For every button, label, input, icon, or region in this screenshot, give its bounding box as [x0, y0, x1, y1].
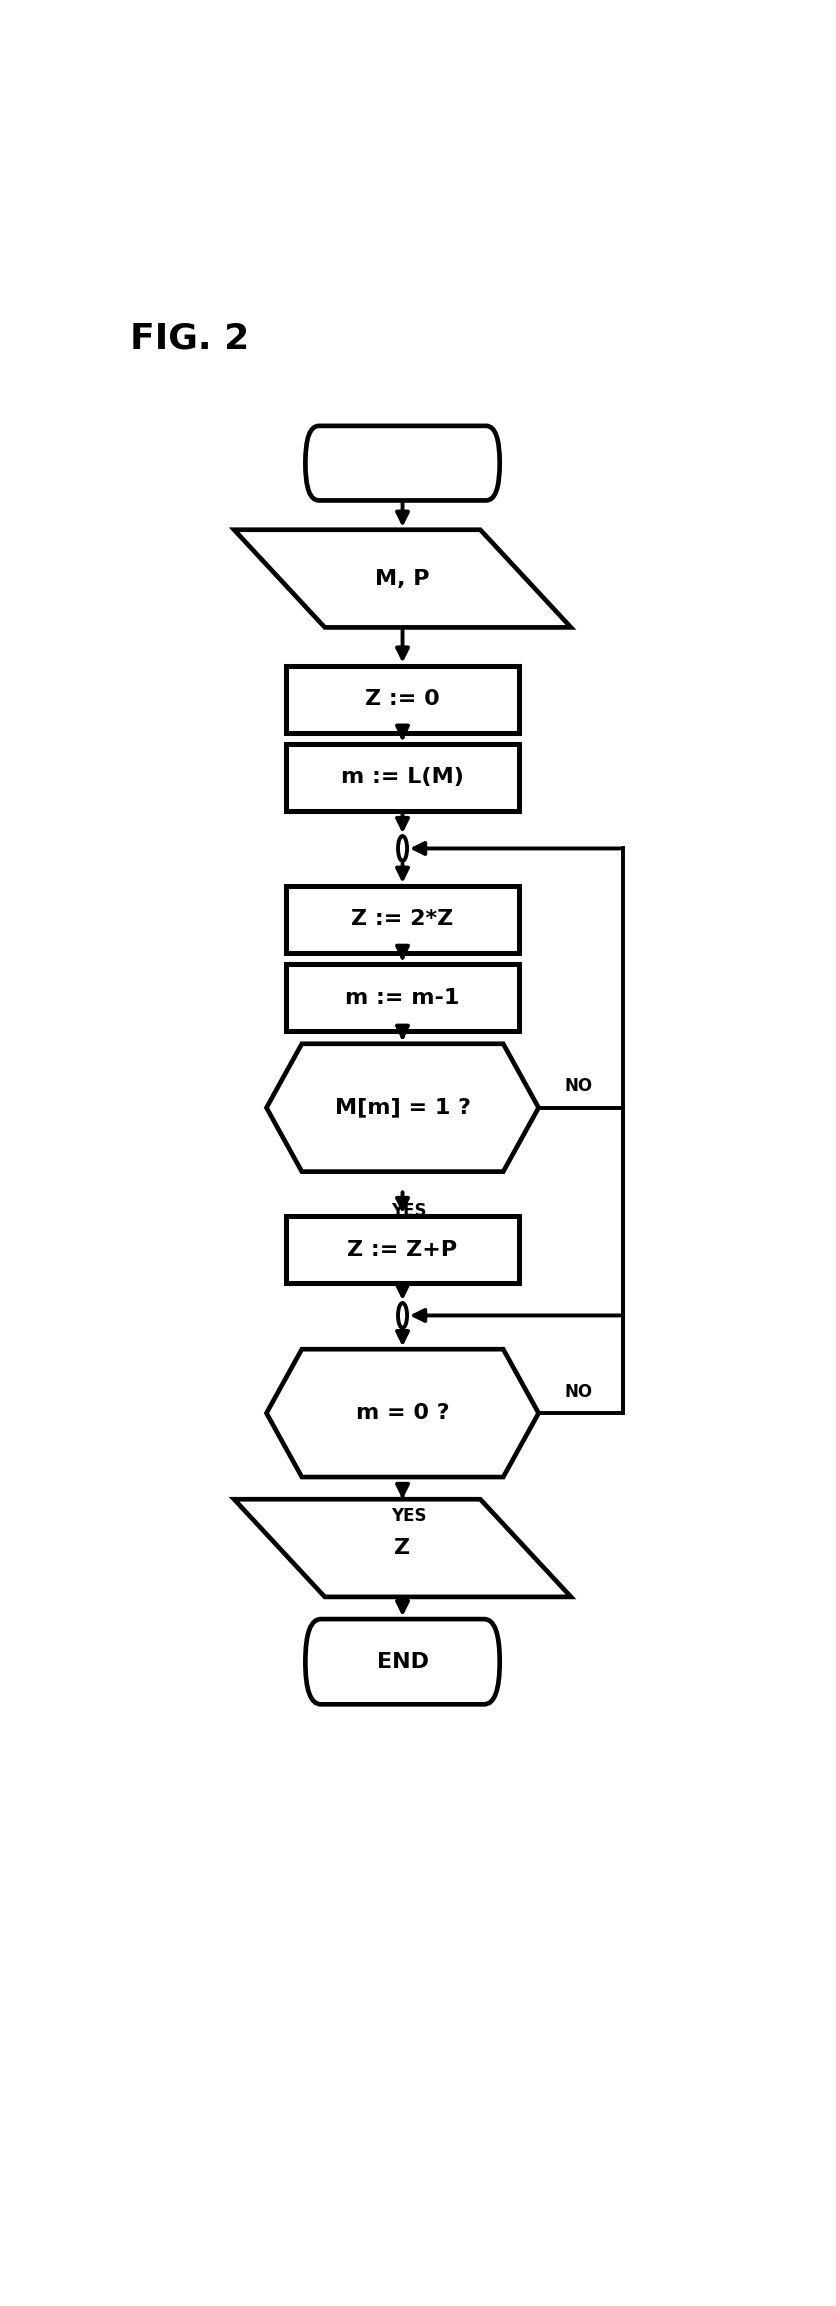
Text: Z := 0: Z := 0	[365, 689, 440, 710]
FancyBboxPatch shape	[305, 1619, 500, 1704]
Text: Z := Z+P: Z := Z+P	[348, 1241, 457, 1259]
Text: NO: NO	[564, 1384, 593, 1400]
Text: END: END	[376, 1651, 429, 1672]
Circle shape	[398, 1303, 407, 1328]
Bar	[286, 666, 519, 733]
Text: Z := 2*Z: Z := 2*Z	[351, 909, 454, 929]
Polygon shape	[234, 1499, 571, 1596]
Bar	[286, 1215, 519, 1284]
Text: m = 0 ?: m = 0 ?	[356, 1402, 449, 1423]
Polygon shape	[267, 1349, 538, 1478]
Bar	[286, 745, 519, 812]
Text: M, P: M, P	[375, 570, 430, 588]
Text: M[m] = 1 ?: M[m] = 1 ?	[334, 1098, 471, 1118]
Text: YES: YES	[391, 1201, 426, 1220]
Text: m := m-1: m := m-1	[345, 987, 460, 1008]
Text: YES: YES	[391, 1508, 426, 1524]
Text: FIG. 2: FIG. 2	[130, 321, 250, 355]
Circle shape	[398, 837, 407, 860]
Text: NO: NO	[564, 1077, 593, 1095]
Text: Z: Z	[395, 1538, 410, 1559]
Text: m := L(M): m := L(M)	[341, 768, 464, 786]
Bar	[286, 886, 519, 952]
Polygon shape	[267, 1045, 538, 1171]
Polygon shape	[234, 530, 571, 627]
FancyBboxPatch shape	[305, 427, 500, 500]
Bar	[286, 964, 519, 1031]
